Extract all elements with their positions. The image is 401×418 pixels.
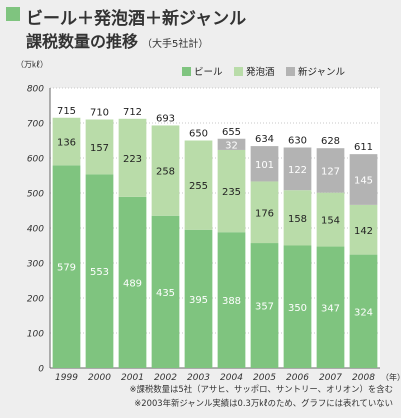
chart-subtitle: （大手5社計） — [142, 39, 209, 50]
chart-title: ビール＋発泡酒＋新ジャンル — [26, 9, 247, 29]
y-tick-label: 200 — [27, 295, 44, 305]
x-tick-label: 2005 — [253, 373, 276, 382]
x-tick-label: 2003 — [187, 373, 210, 382]
total-label: 693 — [156, 113, 175, 124]
y-tick-label: 100 — [27, 330, 44, 340]
bar-segment — [349, 254, 378, 368]
legend-label: 発泡酒 — [246, 66, 275, 78]
total-label: 712 — [123, 107, 142, 118]
footnote-2: ※2003年新ジャンル実績は0.3万㎘のため、グラフには表れていない — [134, 398, 393, 408]
legend-swatch — [182, 67, 191, 76]
bar-segment — [283, 147, 312, 191]
data-label: 158 — [288, 214, 307, 225]
data-label: 101 — [255, 160, 274, 171]
bar-segment — [217, 138, 246, 150]
title-square-icon — [6, 7, 20, 21]
legend-label: ビール — [194, 67, 223, 78]
data-label: 489 — [123, 278, 142, 289]
bar-segment — [151, 215, 180, 368]
footnote-1: ※課税数量は5社（アサヒ、サッポロ、サントリー、オリオン）を含む — [129, 384, 393, 394]
x-tick-label: 1999 — [55, 373, 78, 382]
bar-segment — [250, 146, 279, 182]
data-label: 258 — [156, 167, 175, 178]
data-label: 157 — [90, 143, 109, 154]
x-tick-label: 2000 — [88, 373, 111, 382]
legend-swatch — [286, 67, 295, 76]
x-tick-label: 2007 — [319, 373, 342, 382]
legend-label: 新ジャンル — [298, 66, 346, 78]
data-label: 127 — [321, 166, 340, 177]
bar-segment — [316, 148, 345, 193]
total-label: 655 — [222, 127, 241, 138]
data-label: 32 — [225, 140, 238, 151]
data-label: 235 — [222, 187, 241, 198]
data-label: 154 — [321, 216, 340, 227]
bar-segment — [184, 140, 213, 230]
data-label: 579 — [57, 263, 76, 274]
chart-title-line2: 課税数量の推移 （大手5社計） — [26, 28, 208, 52]
bar-segment — [85, 174, 114, 368]
footnotes: ※課税数量は5社（アサヒ、サッポロ、サントリー、オリオン）を含む ※2003年新… — [129, 382, 393, 410]
y-tick-label: 300 — [27, 260, 44, 270]
bar-segment — [52, 165, 81, 368]
data-label: 122 — [288, 165, 307, 176]
y-tick-label: 500 — [27, 190, 44, 200]
total-label: 628 — [321, 136, 340, 147]
x-tick-label: 2008 — [352, 373, 375, 382]
total-label: 611 — [354, 142, 373, 153]
bar-segment — [349, 204, 378, 255]
data-label: 435 — [156, 288, 175, 299]
data-label: 553 — [90, 267, 109, 278]
total-label: 710 — [90, 108, 109, 119]
total-label: 634 — [255, 134, 274, 145]
data-label: 176 — [255, 208, 274, 219]
y-tick-label: 600 — [27, 155, 44, 165]
data-label: 395 — [189, 295, 208, 306]
data-label: 145 — [354, 176, 373, 187]
data-label: 350 — [288, 303, 307, 314]
chart-area: 0 100 200 300 400 500 600 700 800 （万㎘） ビール 発泡酒 新ジャンル… — [0, 52, 401, 418]
bar-segment — [316, 192, 345, 247]
total-label: 650 — [189, 129, 208, 140]
bar-segment — [316, 246, 345, 368]
bar-segment — [118, 196, 147, 368]
chart-title-main: 課税数量の推移 — [26, 32, 139, 51]
y-tick-label: 0 — [38, 365, 44, 375]
data-label: 388 — [222, 296, 241, 307]
data-label: 142 — [354, 226, 373, 237]
bar-segment — [217, 149, 246, 233]
data-label: 255 — [189, 181, 208, 192]
x-tick-label: 2006 — [286, 373, 309, 382]
data-label: 324 — [354, 307, 373, 318]
y-axis-label: （万㎘） — [16, 60, 48, 69]
data-label: 223 — [123, 154, 142, 165]
bar-segment — [184, 229, 213, 368]
bar-segment — [217, 232, 246, 368]
data-label: 357 — [255, 302, 274, 313]
y-tick-label: 700 — [27, 120, 44, 130]
x-tick-label: 2002 — [154, 373, 177, 382]
data-label: 347 — [321, 303, 340, 314]
total-label: 715 — [57, 106, 76, 117]
chart-header: ビール＋発泡酒＋新ジャンル 課税数量の推移 （大手5社計） — [6, 4, 396, 54]
bar-segment — [52, 117, 81, 166]
bar-segment — [250, 181, 279, 244]
legend-swatch — [234, 67, 243, 76]
bar-segment — [349, 154, 378, 205]
x-tick-label: 2001 — [121, 373, 144, 382]
bar-segment — [118, 118, 147, 197]
x-tick-label: 2004 — [220, 373, 243, 382]
bar-segment — [283, 245, 312, 368]
stacked-bar-chart: 0 100 200 300 400 500 600 700 800 （万㎘） ビール 発泡酒 新ジャンル… — [16, 60, 401, 383]
bar-segment — [250, 243, 279, 368]
total-label: 630 — [288, 136, 307, 147]
bar-segment — [85, 119, 114, 175]
bar-segment — [151, 125, 180, 216]
y-tick-label: 400 — [27, 225, 44, 235]
bar-segment — [283, 190, 312, 246]
x-axis-unit: （年） — [381, 372, 401, 382]
y-tick-label: 800 — [27, 85, 44, 95]
data-label: 136 — [57, 138, 76, 149]
